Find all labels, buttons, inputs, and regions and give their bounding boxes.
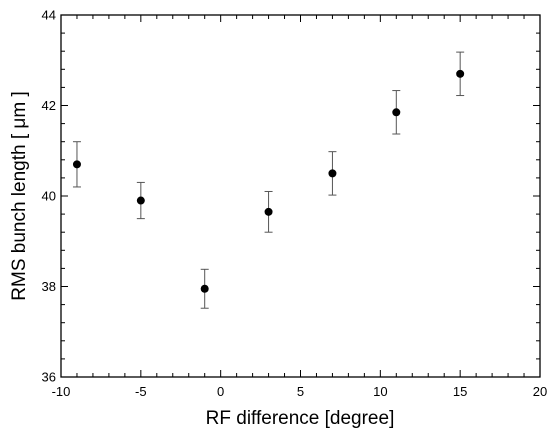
- x-tick-label: 15: [453, 384, 467, 399]
- y-tick-label: 38: [42, 279, 56, 294]
- x-tick-label: 20: [533, 384, 547, 399]
- data-point: [136, 196, 145, 205]
- data-point: [328, 169, 337, 178]
- y-tick-label: 42: [42, 98, 56, 113]
- data-point: [72, 160, 81, 169]
- x-tick-label: -5: [135, 384, 147, 399]
- x-axis-title: RF difference [degree]: [206, 408, 395, 429]
- y-axis-title: RMS bunch length [ μm ]: [9, 91, 30, 300]
- y-tick-label: 36: [42, 370, 56, 385]
- axis-ticks: [60, 14, 541, 378]
- tick-labels: -10 -5 0 5 10 15 20 36 38 40 42 44: [42, 8, 548, 400]
- x-tick-label: 10: [373, 384, 387, 399]
- error-bars: [72, 51, 465, 309]
- x-tick-label: 0: [217, 384, 224, 399]
- data-point: [264, 207, 273, 216]
- y-tick-label: 40: [42, 189, 56, 204]
- data-point: [392, 108, 401, 117]
- x-tick-label: -10: [52, 384, 71, 399]
- data-points: [72, 69, 465, 293]
- x-tick-label: 5: [297, 384, 304, 399]
- y-tick-label: 44: [42, 8, 56, 23]
- data-point: [456, 69, 465, 78]
- data-point: [200, 284, 209, 293]
- plot-frame: [60, 14, 541, 378]
